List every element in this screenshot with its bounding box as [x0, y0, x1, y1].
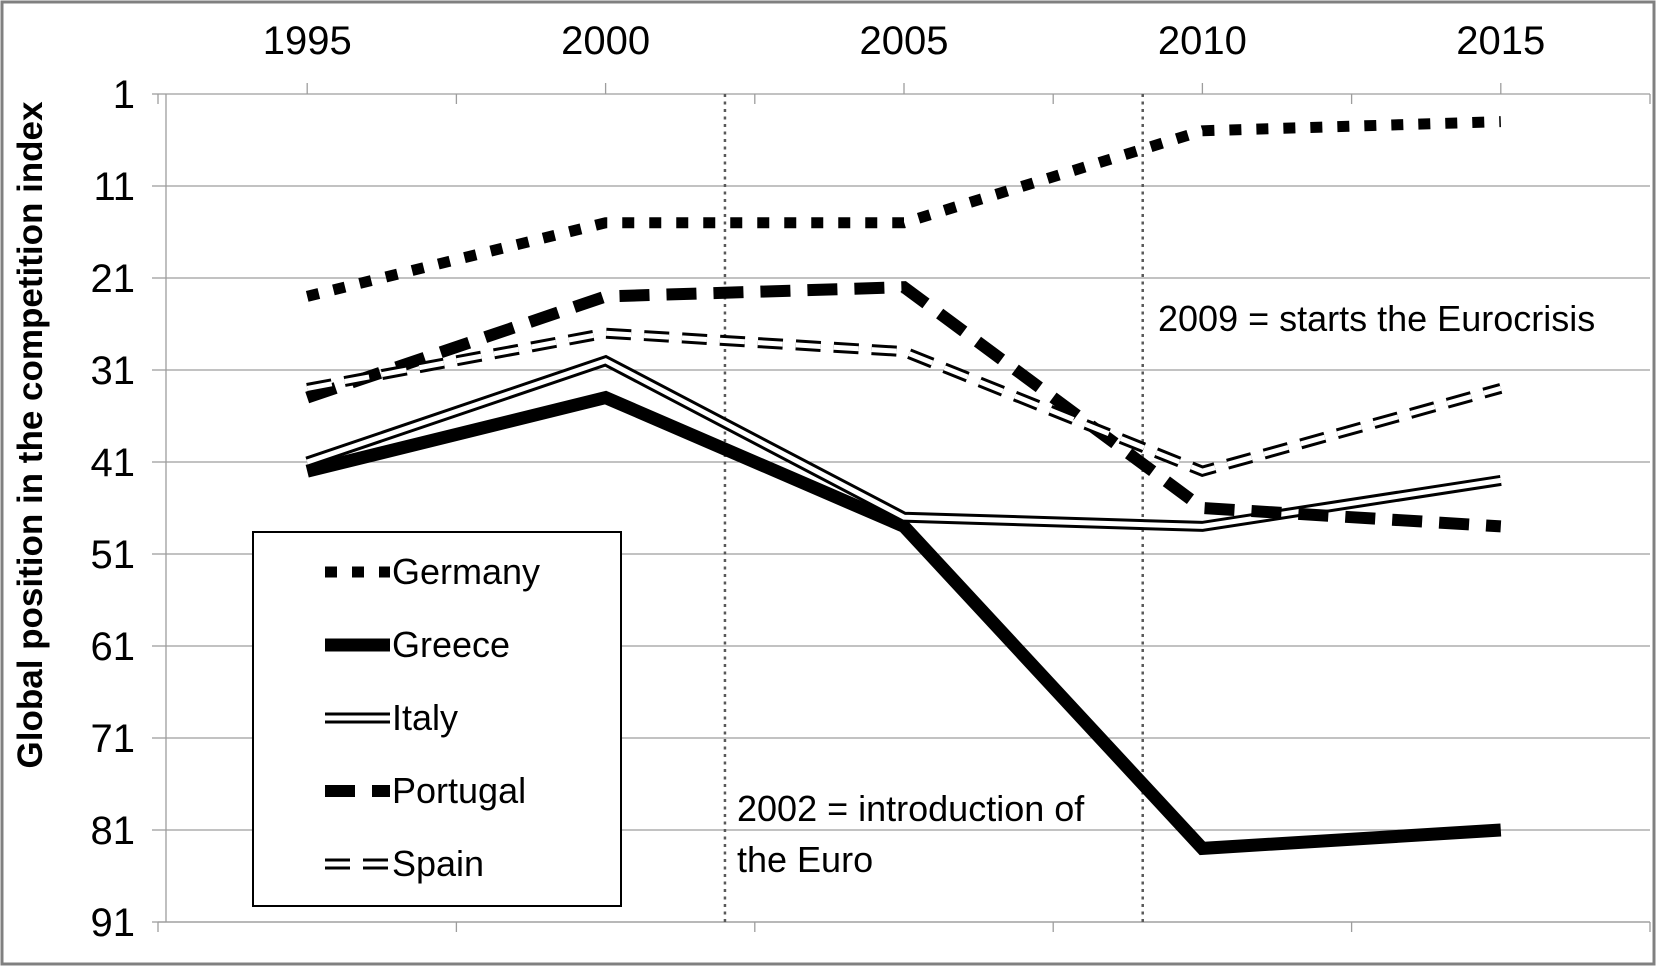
axes: [152, 83, 1651, 932]
annotation-eurocrisis: 2009 = starts the Eurocrisis: [1158, 298, 1595, 339]
x-tick-label: 2015: [1456, 19, 1545, 63]
series-lines: [305, 116, 1503, 856]
legend-label-portugal: Portugal: [392, 770, 526, 811]
y-tick-label: 51: [91, 533, 136, 577]
y-tick-label: 61: [91, 625, 136, 669]
y-tick-label: 21: [91, 257, 136, 301]
legend: Germany Greece Italy Portugal Spain: [252, 531, 622, 907]
x-tick-label: 2000: [561, 19, 650, 63]
y-tick-label: 91: [91, 901, 136, 945]
x-tick-label: 1995: [263, 19, 352, 63]
y-tick-label: 1: [113, 73, 135, 117]
x-tick-label: 2010: [1158, 19, 1247, 63]
y-axis-title: Global position in the competition index: [11, 101, 50, 768]
annotation-euro-intro-line1: 2002 = introduction of: [737, 788, 1085, 829]
y-tick-label: 71: [91, 717, 136, 761]
legend-label-greece: Greece: [392, 624, 510, 665]
legend-label-germany: Germany: [392, 551, 540, 592]
series-line-spain: [306, 330, 1502, 474]
annotation-euro-intro-line2: the Euro: [737, 839, 873, 880]
y-tick-label: 11: [93, 165, 135, 209]
x-axis-tick-labels: 1995 2000 2005 2010 2015: [263, 19, 1546, 63]
y-tick-label: 81: [91, 809, 136, 853]
series-line-germany: [305, 116, 1501, 302]
legend-label-spain: Spain: [392, 843, 484, 884]
legend-label-italy: Italy: [392, 697, 458, 738]
y-tick-label: 31: [91, 349, 136, 393]
y-tick-label: 41: [91, 441, 136, 485]
series-line-portugal: [305, 281, 1502, 533]
x-tick-label: 2005: [860, 19, 949, 63]
legend-box: [252, 531, 622, 907]
series-line-greece: [305, 390, 1502, 856]
